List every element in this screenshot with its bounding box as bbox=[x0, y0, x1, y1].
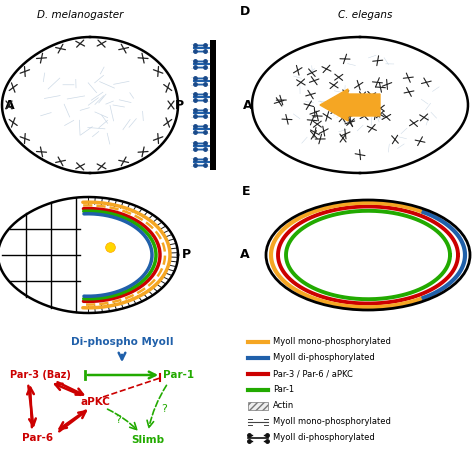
Text: D: D bbox=[240, 5, 250, 18]
Text: MyoII di-phosphorylated: MyoII di-phosphorylated bbox=[273, 354, 375, 363]
Text: P: P bbox=[182, 248, 191, 262]
Text: E: E bbox=[242, 185, 250, 198]
Text: Par-1: Par-1 bbox=[273, 385, 294, 394]
Bar bbox=[210, 40, 216, 170]
Text: A: A bbox=[5, 99, 15, 111]
Text: A: A bbox=[240, 248, 250, 262]
Text: aPKC: aPKC bbox=[80, 397, 110, 407]
Text: Par-6: Par-6 bbox=[22, 433, 54, 443]
Text: Par-3 (Baz): Par-3 (Baz) bbox=[10, 370, 71, 380]
Text: MyoII mono-phosphorylated: MyoII mono-phosphorylated bbox=[273, 337, 391, 346]
Text: C. elegans: C. elegans bbox=[338, 10, 392, 20]
Text: Par-3 / Par-6 / aPKC: Par-3 / Par-6 / aPKC bbox=[273, 370, 353, 379]
Text: P: P bbox=[175, 99, 184, 111]
FancyArrow shape bbox=[320, 89, 380, 121]
Text: Slimb: Slimb bbox=[131, 435, 164, 445]
Text: MyoII mono-phosphorylated: MyoII mono-phosphorylated bbox=[273, 418, 391, 427]
Text: Par-1: Par-1 bbox=[163, 370, 194, 380]
Text: ?: ? bbox=[115, 415, 121, 425]
Text: D. melanogaster: D. melanogaster bbox=[37, 10, 123, 20]
Text: Di-phospho MyoII: Di-phospho MyoII bbox=[71, 337, 173, 347]
Text: ?: ? bbox=[161, 404, 167, 414]
Bar bbox=[248, 402, 268, 410]
Text: A: A bbox=[243, 99, 253, 111]
Text: Actin: Actin bbox=[273, 401, 294, 410]
Text: MyoII di-phosphorylated: MyoII di-phosphorylated bbox=[273, 434, 375, 443]
